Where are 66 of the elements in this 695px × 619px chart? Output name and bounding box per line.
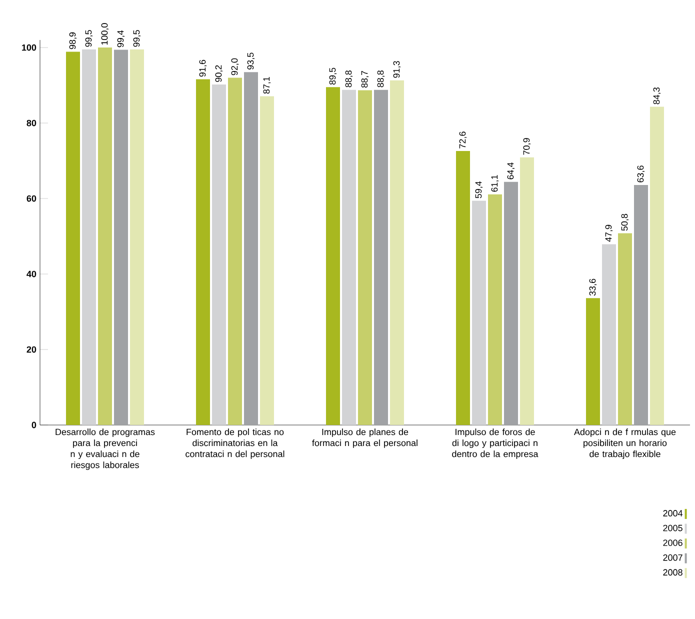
bar [358, 90, 372, 425]
bar [228, 78, 242, 425]
legend-label: 2006 [663, 540, 682, 546]
data-label: 98,9 [69, 32, 77, 50]
data-label: 70,9 [523, 138, 531, 155]
y-tick-label: 40 [26, 270, 36, 278]
bar [520, 157, 534, 425]
data-label: 59,4 [475, 181, 483, 198]
x-tick-label: Desarrollo de programas para la prevenci n y evaluaci n de riesgos laborales [56, 428, 155, 470]
data-label: 84,3 [653, 87, 661, 104]
x-tick-label: Fomento de pol ticas no discriminatorias en la contrataci n del personal [186, 428, 284, 459]
data-label: 50,8 [621, 214, 629, 231]
bar [130, 49, 144, 425]
data-label: 90,2 [215, 65, 223, 82]
data-label: 99,5 [133, 30, 141, 47]
y-tick-label: 80 [26, 120, 36, 126]
bar [212, 84, 226, 425]
legend-label: 2007 [663, 554, 682, 561]
data-label: 47,9 [605, 224, 613, 242]
data-label: 91,6 [199, 60, 207, 77]
bar [618, 233, 632, 425]
data-label: 89,5 [329, 68, 337, 85]
bar [244, 72, 258, 425]
data-label: 87,1 [263, 76, 271, 94]
y-tick-label: 0 [32, 422, 36, 428]
y-tick-label: 60 [26, 195, 36, 202]
data-label: 64,4 [507, 162, 515, 180]
bar [82, 49, 96, 425]
bar [504, 182, 518, 425]
legend-label: 2008 [663, 569, 682, 576]
bar [196, 79, 210, 425]
data-label: 100,0 [101, 23, 109, 45]
y-tick-label: 20 [26, 346, 36, 353]
x-tick-label: Adopci n de f rmulas que posibiliten un horario de trabajo flexible [574, 428, 676, 459]
data-label: 88,7 [361, 70, 369, 88]
bar [602, 244, 616, 425]
bar [374, 90, 388, 425]
bar [390, 80, 404, 425]
legend-label: 2005 [663, 524, 682, 532]
bar [634, 184, 648, 425]
bar [488, 194, 502, 425]
bar [66, 52, 80, 425]
y-tick-label: 100 [22, 44, 36, 51]
data-label: 99,5 [85, 30, 93, 47]
bar [472, 200, 486, 425]
data-label: 88,8 [377, 70, 385, 88]
bar [342, 90, 356, 425]
bar [650, 106, 664, 425]
data-label: 93,5 [247, 52, 255, 70]
bar [114, 50, 128, 425]
x-tick-label: Impulso de foros de di logo y participaci n dentro de la empresa [452, 428, 538, 459]
bar [586, 298, 600, 425]
bar [260, 96, 274, 425]
legend-label: 2004 [663, 510, 683, 516]
x-tick-label: Impulso de planes de formaci n para el personal [312, 428, 418, 448]
bar [326, 87, 340, 425]
data-label: 91,3 [393, 61, 401, 78]
data-label: 63,6 [637, 166, 645, 182]
data-label: 88,8 [345, 70, 353, 88]
data-label: 72,6 [459, 132, 467, 148]
data-label: 92,0 [231, 58, 239, 76]
data-label: 33,6 [589, 278, 597, 296]
bar [456, 150, 470, 425]
data-label: 61,1 [491, 175, 499, 192]
data-label: 99,4 [117, 30, 125, 48]
bar [98, 48, 112, 425]
